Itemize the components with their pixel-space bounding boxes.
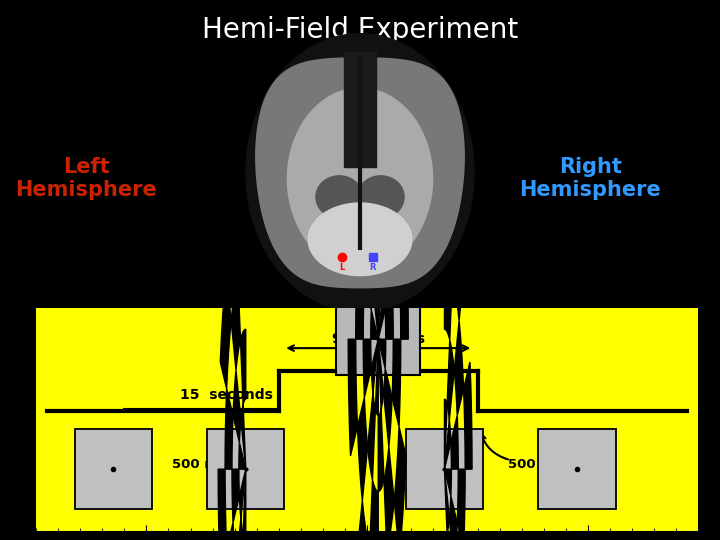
Bar xyxy=(207,429,284,510)
Polygon shape xyxy=(256,58,464,288)
Text: 500 msee: 500 msee xyxy=(172,458,244,471)
Polygon shape xyxy=(362,128,372,232)
Polygon shape xyxy=(452,211,464,321)
Polygon shape xyxy=(378,263,381,339)
Polygon shape xyxy=(232,469,239,523)
Polygon shape xyxy=(357,501,369,540)
Polygon shape xyxy=(243,469,246,539)
Polygon shape xyxy=(371,310,378,339)
Polygon shape xyxy=(357,397,368,501)
Polygon shape xyxy=(454,321,464,416)
Polygon shape xyxy=(378,339,384,409)
Polygon shape xyxy=(449,496,457,540)
Polygon shape xyxy=(375,339,378,415)
Polygon shape xyxy=(368,393,375,480)
Polygon shape xyxy=(343,305,378,374)
Text: L: L xyxy=(339,262,344,272)
Polygon shape xyxy=(356,252,364,339)
Polygon shape xyxy=(233,370,241,442)
Polygon shape xyxy=(363,339,372,397)
Polygon shape xyxy=(457,469,465,540)
Polygon shape xyxy=(364,232,373,310)
Polygon shape xyxy=(357,176,404,218)
Polygon shape xyxy=(444,432,477,507)
Polygon shape xyxy=(241,404,246,469)
Polygon shape xyxy=(444,534,450,540)
Polygon shape xyxy=(235,189,246,275)
Polygon shape xyxy=(378,409,384,491)
Polygon shape xyxy=(378,285,385,339)
Text: 500 msec: 500 msec xyxy=(508,458,579,471)
Polygon shape xyxy=(239,442,246,469)
Text: Hemi-Field Experiment: Hemi-Field Experiment xyxy=(202,16,518,44)
Polygon shape xyxy=(372,187,378,269)
Bar xyxy=(75,429,152,510)
Polygon shape xyxy=(369,480,378,540)
Polygon shape xyxy=(444,420,451,469)
Polygon shape xyxy=(444,399,447,469)
Polygon shape xyxy=(378,305,413,374)
Polygon shape xyxy=(287,88,433,269)
Polygon shape xyxy=(236,518,243,540)
Polygon shape xyxy=(366,35,378,128)
Bar xyxy=(406,429,483,510)
Polygon shape xyxy=(394,427,406,540)
Polygon shape xyxy=(227,523,236,540)
Polygon shape xyxy=(348,339,357,456)
Polygon shape xyxy=(246,33,474,312)
Polygon shape xyxy=(239,469,246,518)
Polygon shape xyxy=(308,203,412,275)
Polygon shape xyxy=(220,271,231,389)
Polygon shape xyxy=(240,329,246,404)
Polygon shape xyxy=(387,58,400,178)
Text: 9.0 seconds: 9.0 seconds xyxy=(332,332,425,346)
Polygon shape xyxy=(451,416,458,469)
Polygon shape xyxy=(231,275,240,370)
Polygon shape xyxy=(213,432,246,507)
Polygon shape xyxy=(373,269,378,339)
Polygon shape xyxy=(384,447,394,540)
Text: Left
Hemisphere: Left Hemisphere xyxy=(16,157,157,200)
Polygon shape xyxy=(316,176,363,218)
Polygon shape xyxy=(218,469,227,540)
Polygon shape xyxy=(378,339,386,368)
Text: R: R xyxy=(369,262,377,272)
Polygon shape xyxy=(399,222,408,339)
Polygon shape xyxy=(381,198,389,285)
Polygon shape xyxy=(389,178,399,281)
Bar xyxy=(336,303,420,375)
Polygon shape xyxy=(384,368,392,447)
Polygon shape xyxy=(444,469,449,534)
Bar xyxy=(539,429,616,510)
Polygon shape xyxy=(385,281,393,339)
Polygon shape xyxy=(351,124,362,252)
Polygon shape xyxy=(444,259,452,340)
Polygon shape xyxy=(444,469,451,496)
Polygon shape xyxy=(392,339,401,427)
Polygon shape xyxy=(378,111,387,198)
Polygon shape xyxy=(225,389,233,469)
Polygon shape xyxy=(464,362,472,469)
Polygon shape xyxy=(447,340,454,420)
Text: 15  seconds: 15 seconds xyxy=(179,388,272,402)
Polygon shape xyxy=(372,339,378,393)
Text: Right
Hemisphere: Right Hemisphere xyxy=(520,157,661,200)
Polygon shape xyxy=(344,52,376,167)
